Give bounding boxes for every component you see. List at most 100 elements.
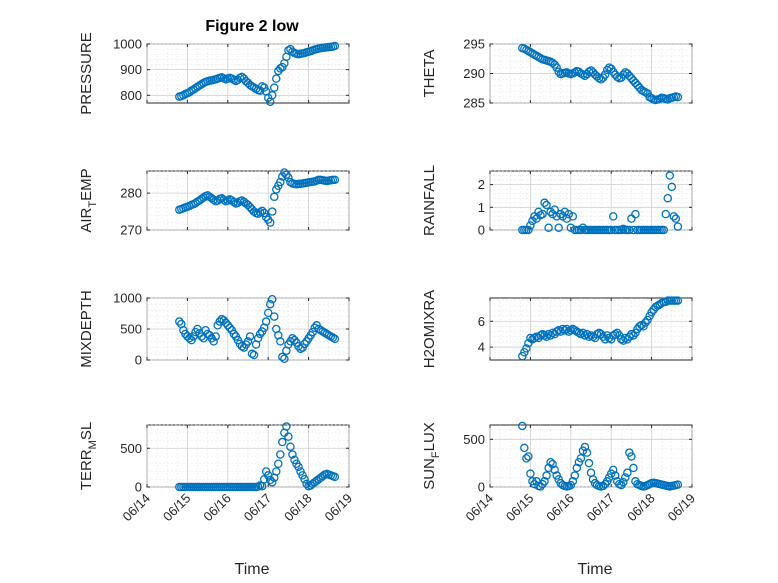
data-point	[606, 225, 616, 235]
data-point	[237, 342, 247, 351]
y-axis-label-h2omixra: H2OMIXRA	[421, 290, 438, 368]
data-point	[552, 63, 561, 72]
data-point	[554, 223, 563, 232]
data-point	[290, 335, 299, 345]
data-point	[572, 463, 582, 473]
data-point	[576, 225, 586, 235]
series-theta	[518, 43, 683, 105]
data-point	[625, 332, 634, 341]
data-point	[270, 83, 279, 92]
subplot-rainfall: 0 1 2 RAINFALL	[421, 165, 693, 238]
data-point	[554, 326, 563, 335]
data-point	[249, 350, 259, 360]
y-tick-label: 1000	[113, 37, 142, 52]
y-tick-label: 290	[463, 66, 485, 81]
data-point	[267, 207, 277, 216]
y-tick-label: 0	[478, 223, 485, 238]
data-point	[284, 432, 293, 441]
y-axis-label-main: SUN	[421, 458, 438, 490]
series-mixdepth	[175, 294, 340, 364]
data-point	[211, 332, 220, 341]
data-point	[556, 209, 565, 219]
data-point	[225, 323, 235, 333]
data-point	[619, 477, 628, 487]
series-pressure	[175, 41, 340, 106]
data-point	[582, 448, 592, 457]
y-axis-label-main: H2OMIXRA	[421, 290, 438, 368]
data-point	[278, 352, 287, 362]
data-point	[673, 222, 683, 231]
data-point	[542, 471, 551, 480]
series-terr	[175, 422, 340, 492]
data-point	[631, 209, 640, 219]
data-point	[546, 457, 555, 467]
data-point	[288, 450, 297, 459]
data-point	[276, 337, 285, 346]
data-point	[330, 175, 340, 185]
data-point	[659, 225, 668, 235]
data-point	[209, 195, 218, 205]
data-point	[548, 459, 557, 469]
data-point	[330, 334, 340, 344]
y-tick-label: 500	[120, 441, 142, 456]
data-point	[522, 454, 531, 463]
data-point	[661, 209, 670, 219]
data-point	[673, 92, 683, 102]
subplot-air: 270 280 AIRTEMP	[78, 168, 350, 238]
data-point	[538, 209, 547, 219]
series-air	[175, 168, 340, 227]
y-axis-label-main: THETA	[421, 49, 438, 97]
y-axis-label-theta: THETA	[421, 49, 438, 97]
y-tick-label: 0	[478, 480, 485, 495]
x-axis-label-right: Time	[578, 561, 613, 578]
data-point	[629, 225, 638, 235]
data-point	[661, 297, 670, 307]
data-point	[270, 312, 279, 321]
data-point	[568, 477, 578, 486]
data-point	[284, 173, 293, 182]
data-point	[641, 318, 650, 327]
figure-title: Figure 2 low	[205, 18, 299, 35]
y-axis-label-main: MIXDEPTH	[78, 290, 95, 368]
data-point	[259, 208, 269, 218]
y-axis-label-subscript: M	[87, 440, 99, 449]
data-point	[330, 41, 340, 51]
data-point	[282, 422, 291, 431]
data-point	[580, 331, 590, 340]
y-tick-label: 2	[478, 177, 485, 192]
data-point	[267, 91, 277, 100]
major-grid-pressure	[146, 43, 350, 103]
data-point	[280, 354, 289, 364]
data-point	[576, 454, 586, 463]
data-point	[193, 324, 202, 334]
data-point	[276, 177, 285, 187]
y-tick-label: 1	[478, 200, 485, 215]
data-point	[671, 214, 681, 223]
major-grid-air	[146, 171, 350, 231]
y-tick-label: 800	[120, 88, 142, 103]
data-point	[623, 335, 632, 344]
y-axis-label-rest: SL	[78, 422, 95, 440]
data-point	[274, 459, 283, 468]
data-point	[623, 468, 632, 477]
data-point	[608, 465, 618, 475]
data-point	[613, 328, 622, 338]
data-point	[536, 482, 545, 491]
y-tick-label: 0	[135, 480, 142, 495]
data-point	[233, 198, 243, 207]
y-tick-label: 500	[463, 432, 485, 447]
data-point	[564, 209, 574, 219]
data-point	[546, 331, 555, 340]
subplot-theta: 285 290 295 THETA	[421, 37, 693, 111]
data-point	[243, 337, 253, 346]
data-point	[608, 212, 618, 221]
data-point	[270, 192, 279, 202]
y-axis-label-subscript: T	[87, 201, 99, 208]
data-point	[272, 74, 281, 83]
y-axis-label-main: AIR	[78, 207, 95, 232]
data-point	[554, 67, 563, 76]
data-point	[257, 82, 267, 91]
data-point	[635, 322, 644, 331]
series-rainfall	[518, 171, 683, 235]
